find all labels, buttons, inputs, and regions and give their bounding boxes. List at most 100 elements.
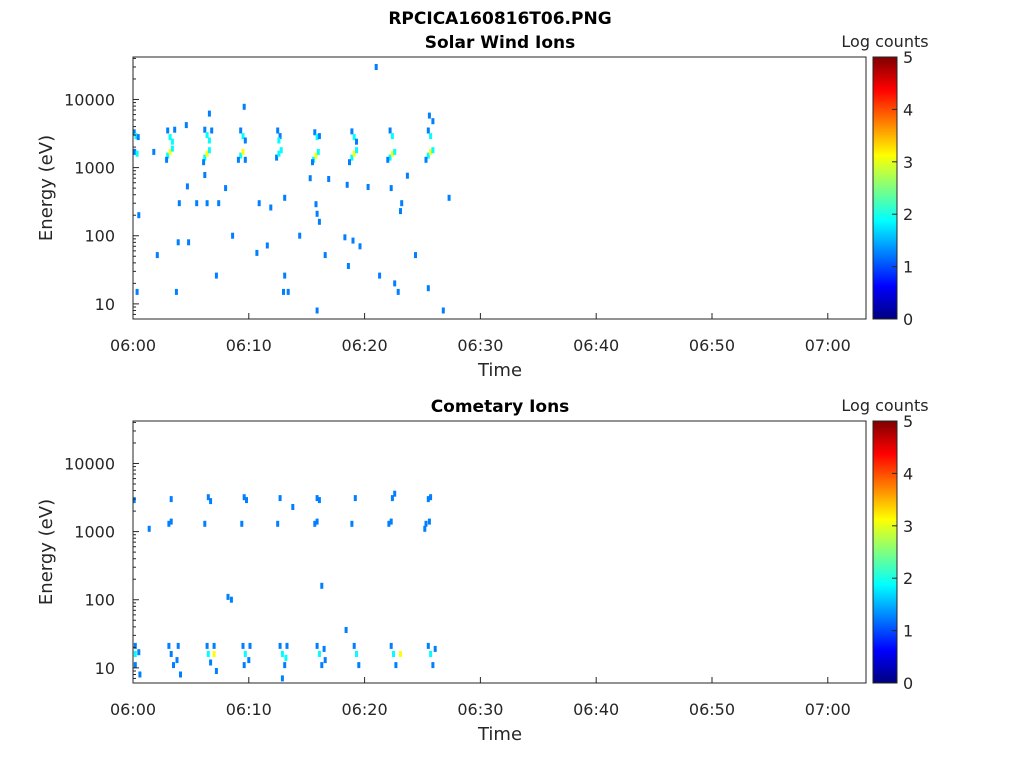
heatmap-cell <box>203 154 207 161</box>
x-tick-label: 06:30 <box>457 336 503 355</box>
heatmap-cell <box>355 147 358 154</box>
heatmap-cell <box>429 651 433 657</box>
heatmap-cell <box>136 134 140 141</box>
x-axis-label: Time <box>477 724 522 745</box>
heatmap-cell <box>242 494 246 501</box>
heatmap-cell <box>285 642 289 649</box>
heatmap-cell <box>394 662 398 669</box>
heatmap-cell <box>241 133 245 140</box>
heatmap-cell <box>358 243 362 250</box>
colorbar-tick-label: 4 <box>903 464 913 483</box>
colorbar-tick-label: 3 <box>903 153 913 172</box>
heatmap-cell <box>298 232 302 239</box>
heatmap-cell <box>315 518 319 525</box>
heatmap-cell <box>207 110 211 117</box>
heatmap-cell <box>353 495 357 502</box>
heatmap-cell <box>414 252 417 259</box>
heatmap-cell <box>276 127 280 134</box>
heatmap-cell <box>280 651 284 657</box>
heatmap-cell <box>205 132 209 139</box>
heatmap-cell <box>248 642 252 649</box>
heatmap-cell <box>247 657 251 664</box>
heatmap-cell <box>315 134 319 141</box>
heatmap-cell <box>277 150 281 157</box>
colorbar-tick-label: 3 <box>903 517 913 536</box>
heatmap-cell <box>209 498 213 505</box>
colorbar-tick-label: 5 <box>903 48 913 67</box>
heatmap-cell <box>426 496 430 503</box>
heatmap-cell <box>173 126 177 133</box>
heatmap-cell <box>203 126 207 133</box>
heatmap-cell <box>278 133 282 140</box>
heatmap-cell <box>399 651 402 657</box>
cometary-ions-panel: Cometary Ions 06:00 06:10 06:20 06:30 06:40 0… <box>36 396 929 745</box>
x-axis: 06:00 06:10 06:20 06:30 06:40 06:50 07:00 <box>110 677 851 719</box>
heatmap-cell <box>350 520 354 527</box>
heatmap-cell <box>206 651 210 657</box>
heatmap-cell <box>275 154 279 161</box>
heatmap-cell <box>179 671 182 678</box>
heatmap-cell <box>214 668 218 674</box>
heatmap-cell <box>399 208 402 215</box>
colorbar-ticks: 0 1 2 3 4 5 <box>892 412 913 693</box>
heatmap-cell <box>133 662 137 669</box>
heatmap-cell <box>429 148 433 155</box>
heatmap-cell <box>176 642 180 649</box>
heatmap-cell <box>424 520 428 527</box>
heatmap-cell <box>427 112 431 119</box>
heatmap-cell <box>317 133 321 140</box>
figure-title: RPCICA160816T06.PNG <box>388 9 611 29</box>
heatmap-cell <box>387 520 391 527</box>
heatmap-cell <box>206 494 210 501</box>
heatmap-cell <box>426 285 430 292</box>
heatmap-cell <box>426 642 430 649</box>
heatmap-cell <box>175 657 179 664</box>
heatmap-cell <box>170 145 174 152</box>
x-tick-label: 06:10 <box>226 700 272 719</box>
x-tick-label: 07:00 <box>805 336 851 355</box>
heatmap-cell <box>315 210 319 217</box>
heatmap-cell <box>389 642 393 649</box>
heatmap-cell <box>226 593 230 600</box>
colorbar-tick-label: 0 <box>903 310 913 329</box>
heatmap-cell <box>168 148 172 155</box>
heatmap-cell <box>132 129 136 136</box>
y-tick-label: 1000 <box>74 159 115 178</box>
heatmap-cell <box>209 659 213 666</box>
heatmap-cell <box>390 133 394 140</box>
y-axis: 10 100 1000 10000 <box>64 57 139 320</box>
heatmap-cell <box>344 627 348 633</box>
heatmap-cell <box>283 194 287 201</box>
x-tick-label: 06:20 <box>342 336 388 355</box>
heatmap-cell <box>389 518 393 525</box>
y-axis-label: Energy (eV) <box>36 499 57 605</box>
heatmap-cell <box>284 654 288 661</box>
y-tick-label: 10 <box>95 659 115 678</box>
heatmap-cell <box>308 175 312 182</box>
heatmap-cell <box>320 582 324 589</box>
x-tick-label: 06:30 <box>457 700 503 719</box>
heatmap-cell <box>169 496 173 503</box>
heatmap-cell <box>315 307 319 314</box>
x-tick-label: 06:00 <box>110 336 156 355</box>
heatmap-cell <box>236 156 240 163</box>
y-tick-label: 10000 <box>64 90 115 109</box>
y-tick-label: 100 <box>84 591 115 610</box>
heatmap-cell <box>214 272 218 279</box>
heatmap-cell <box>205 642 209 649</box>
heatmap-cell <box>172 662 175 669</box>
heatmap-cell <box>352 642 356 649</box>
heatmap-cell <box>374 64 378 70</box>
heatmap-cell <box>390 150 394 157</box>
heatmap-cell <box>352 134 356 141</box>
heatmap-cell <box>242 662 246 669</box>
heatmap-cell <box>317 497 321 504</box>
heatmap-cells <box>132 64 451 314</box>
heatmap-cell <box>257 200 261 207</box>
heatmap-cell <box>378 272 382 279</box>
heatmap-cell <box>239 127 243 134</box>
colorbar-tick-label: 4 <box>903 100 913 119</box>
heatmap-cell <box>147 525 151 532</box>
plot-frame <box>132 56 867 320</box>
